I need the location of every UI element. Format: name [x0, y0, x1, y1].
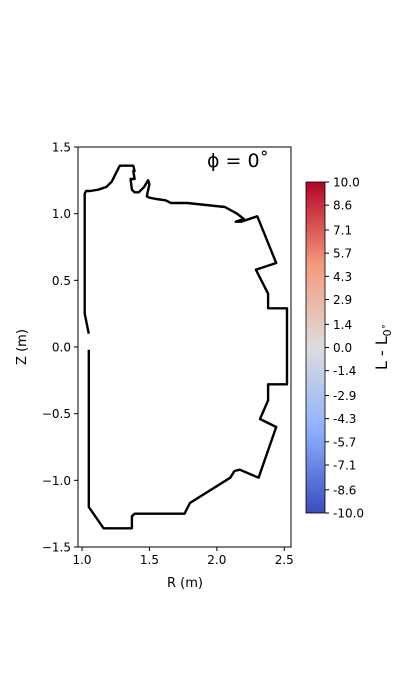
y-tick-label: 1.0: [52, 207, 71, 221]
colorbar: 10.0 8.6 7.1 5.7 4.3 2.9 1.4 0.0 -1.4 -2.9 -4.3 -5.…: [305, 176, 394, 521]
colorbar-label-main: L - L: [372, 336, 391, 370]
y-tick-label: 0.0: [52, 341, 71, 355]
colorbar-tick-label: 10.0: [333, 176, 360, 190]
phi-annotation: ϕ = 0˚: [207, 150, 269, 172]
plot-frame: [77, 146, 292, 548]
colorbar-gradient: [305, 181, 326, 514]
colorbar-tick-label: 7.1: [333, 223, 352, 237]
x-tick-label: 1.0: [72, 553, 91, 567]
vessel-wall-contour: [83, 164, 289, 530]
y-axis-ticks: −1.5 −1.0 −0.5 0.0 0.5 1.0 1.5: [42, 141, 78, 555]
x-tick-label: 1.5: [140, 553, 159, 567]
colorbar-tick-label: -5.7: [333, 435, 356, 449]
colorbar-label-subscript: 0˚: [381, 324, 394, 337]
colorbar-tick-label: 8.6: [333, 199, 352, 213]
colorbar-tick-label: -8.6: [333, 483, 356, 497]
colorbar-tick-label: 5.7: [333, 247, 352, 261]
y-tick-label: −1.0: [42, 474, 71, 488]
colorbar-tick-label: 4.3: [333, 270, 352, 284]
y-tick-label: −1.5: [42, 541, 71, 555]
colorbar-label: L - L0˚: [372, 324, 394, 370]
x-axis-ticks: 1.0 1.5 2.0 2.5: [72, 547, 294, 567]
colorbar-tick-label: -7.1: [333, 459, 356, 473]
colorbar-tick-label: 0.0: [333, 341, 352, 355]
colorbar-tick-label: -2.9: [333, 389, 356, 403]
colorbar-tick-label: -1.4: [333, 364, 356, 378]
colorbar-tick-label: 2.9: [333, 293, 352, 307]
colorbar-ticks: 10.0 8.6 7.1 5.7 4.3 2.9 1.4 0.0 -1.4 -2.9 -4.3 -5.…: [325, 176, 364, 521]
colorbar-tick-label: 1.4: [333, 318, 352, 332]
y-axis-label: Z (m): [15, 329, 30, 365]
y-tick-label: 1.5: [52, 141, 71, 155]
x-tick-label: 2.5: [275, 553, 294, 567]
x-tick-label: 2.0: [207, 553, 226, 567]
main-axes: 1.0 1.5 2.0 2.5 −1.5 −1.0 −0.5 0.0 0.5 1.0 1.5 R …: [15, 141, 294, 592]
colorbar-tick-label: -4.3: [333, 412, 356, 426]
x-axis-label: R (m): [167, 576, 203, 591]
y-tick-label: 0.5: [52, 274, 71, 288]
colorbar-tick-label: -10.0: [333, 507, 364, 521]
y-tick-label: −0.5: [42, 407, 71, 421]
